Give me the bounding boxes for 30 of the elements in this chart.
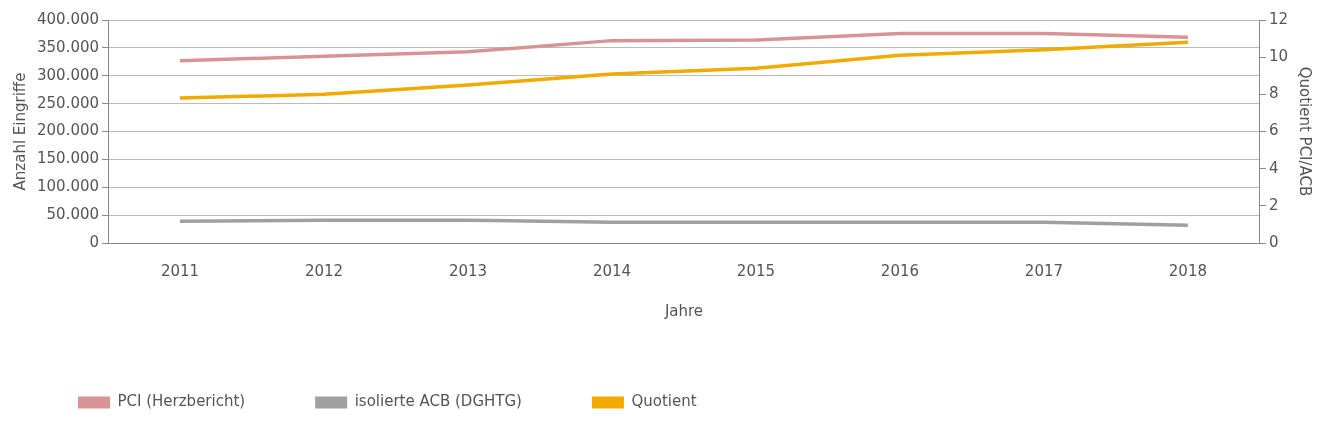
y-tick-label: 0 xyxy=(89,232,100,251)
y2-axis-title: Quotient PCI/ACB xyxy=(1296,66,1315,197)
legend-label: Quotient xyxy=(631,392,697,411)
x-tick-label: 2011 xyxy=(160,261,200,280)
y-axis-title: Anzahl Eingriffe xyxy=(10,72,29,191)
y2-tick-label: 6 xyxy=(1268,121,1279,140)
y-tick-label: 350.000 xyxy=(37,37,100,56)
y-tick-label: 200.000 xyxy=(37,121,100,140)
y2-tick-label: 2 xyxy=(1268,195,1279,214)
y-tick-label: 400.000 xyxy=(37,9,100,28)
x-axis-title: Jahre xyxy=(663,301,704,320)
y2-tick-label: 0 xyxy=(1268,232,1279,251)
y-tick-label: 100.000 xyxy=(37,177,100,196)
y-tick-label: 250.000 xyxy=(37,93,100,112)
x-tick-label: 2013 xyxy=(448,261,488,280)
x-tick-label: 2017 xyxy=(1024,261,1064,280)
y-tick-label: 150.000 xyxy=(37,149,100,168)
y2-tick-label: 8 xyxy=(1268,84,1279,103)
y2-tick-label: 12 xyxy=(1268,9,1289,28)
x-tick-label: 2012 xyxy=(304,261,344,280)
legend-label: PCI (Herzbericht) xyxy=(117,392,246,411)
y-tick-label: 300.000 xyxy=(37,65,100,84)
x-tick-label: 2015 xyxy=(736,261,776,280)
x-tick-label: 2014 xyxy=(592,261,632,280)
y2-tick-label: 4 xyxy=(1268,158,1279,177)
y-tick-label: 50.000 xyxy=(46,205,100,224)
legend-label: isolierte ACB (DGHTG) xyxy=(354,392,522,411)
x-tick-label: 2018 xyxy=(1168,261,1208,280)
y2-tick-label: 10 xyxy=(1268,47,1289,66)
x-tick-label: 2016 xyxy=(880,261,920,280)
